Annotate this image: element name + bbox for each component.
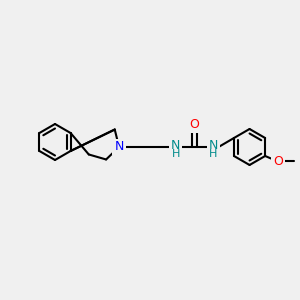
Text: N: N: [209, 140, 218, 152]
Text: N: N: [171, 140, 180, 152]
Text: H: H: [209, 149, 218, 159]
Text: O: O: [190, 118, 200, 131]
Text: N: N: [114, 140, 124, 154]
Text: O: O: [273, 155, 283, 168]
Text: H: H: [172, 149, 180, 159]
